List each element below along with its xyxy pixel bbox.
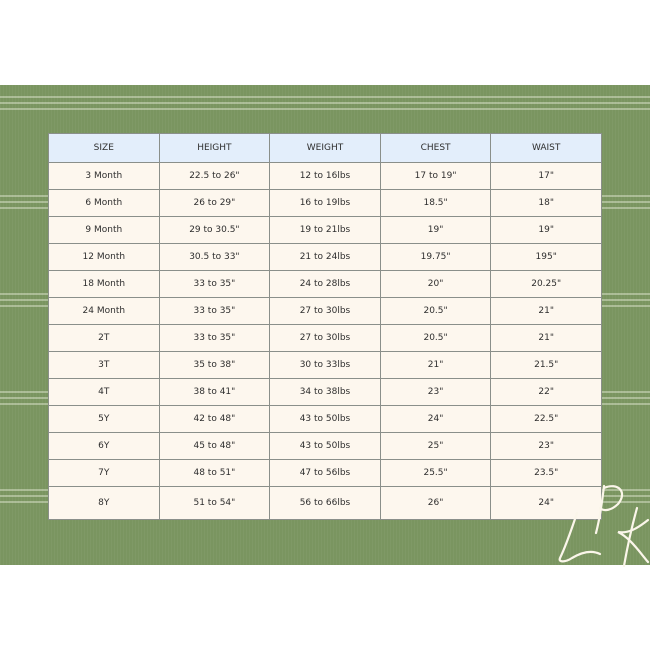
cell-weight: 43 to 50lbs <box>269 405 381 433</box>
cell-waist: 22.5" <box>490 405 602 433</box>
cell-waist: 195" <box>490 243 602 271</box>
cell-waist: 21" <box>490 324 602 352</box>
cell-chest: 21" <box>379 351 492 379</box>
cell-height: 51 to 54" <box>158 486 271 520</box>
cell-chest: 25" <box>379 432 492 460</box>
cell-weight: 34 to 38lbs <box>269 378 381 406</box>
cell-chest: 19.75" <box>379 243 492 271</box>
cell-chest: 20.5" <box>379 297 492 325</box>
cell-size: 3 Month <box>48 162 160 190</box>
cell-weight: 27 to 30lbs <box>269 324 381 352</box>
cell-waist: 21" <box>490 297 602 325</box>
table-row: 7Y 48 to 51" 47 to 56lbs 25.5" 23.5" <box>48 459 602 487</box>
cell-height: 45 to 48" <box>158 432 271 460</box>
cell-chest: 23" <box>379 378 492 406</box>
cell-height: 33 to 35" <box>158 297 271 325</box>
cell-height: 48 to 51" <box>158 459 271 487</box>
cell-height: 33 to 35" <box>158 324 271 352</box>
header-weight: WEIGHT <box>269 133 381 163</box>
header-height: HEIGHT <box>158 133 271 163</box>
cell-height: 26 to 29" <box>158 189 271 217</box>
cell-weight: 56 to 66lbs <box>269 486 381 520</box>
cell-size: 12 Month <box>48 243 160 271</box>
cell-chest: 24" <box>379 405 492 433</box>
cell-weight: 19 to 21lbs <box>269 216 381 244</box>
cell-height: 29 to 30.5" <box>158 216 271 244</box>
cell-size: 2T <box>48 324 160 352</box>
cell-height: 38 to 41" <box>158 378 271 406</box>
cell-chest: 18.5" <box>379 189 492 217</box>
cell-waist: 22" <box>490 378 602 406</box>
cell-size: 9 Month <box>48 216 160 244</box>
cell-weight: 12 to 16lbs <box>269 162 381 190</box>
cell-weight: 16 to 19lbs <box>269 189 381 217</box>
cell-chest: 25.5" <box>379 459 492 487</box>
table-row: 24 Month 33 to 35" 27 to 30lbs 20.5" 21" <box>48 297 602 325</box>
cell-height: 22.5 to 26" <box>158 162 271 190</box>
cell-size: 8Y <box>48 486 160 520</box>
cell-chest: 26" <box>379 486 492 520</box>
header-row: SIZE HEIGHT WEIGHT CHEST WAIST <box>48 133 602 163</box>
header-size: SIZE <box>48 133 160 163</box>
cell-height: 33 to 35" <box>158 270 271 298</box>
cell-size: 6 Month <box>48 189 160 217</box>
lpk-monogram-logo <box>558 484 650 568</box>
cell-height: 35 to 38" <box>158 351 271 379</box>
table-row: 9 Month 29 to 30.5" 19 to 21lbs 19" 19" <box>48 216 602 244</box>
cell-size: 6Y <box>48 432 160 460</box>
cell-waist: 24" <box>490 486 602 520</box>
cell-height: 42 to 48" <box>158 405 271 433</box>
table-row: 18 Month 33 to 35" 24 to 28lbs 20" 20.25" <box>48 270 602 298</box>
header-waist: WAIST <box>490 133 602 163</box>
table-row: 5Y 42 to 48" 43 to 50lbs 24" 22.5" <box>48 405 602 433</box>
cell-waist: 20.25" <box>490 270 602 298</box>
size-chart-table: SIZE HEIGHT WEIGHT CHEST WAIST 3 Month 22… <box>48 133 602 520</box>
table-row: 12 Month 30.5 to 33" 21 to 24lbs 19.75" 195" <box>48 243 602 271</box>
cell-size: 7Y <box>48 459 160 487</box>
cell-chest: 20" <box>379 270 492 298</box>
cell-weight: 43 to 50lbs <box>269 432 381 460</box>
cell-waist: 21.5" <box>490 351 602 379</box>
cell-size: 18 Month <box>48 270 160 298</box>
cell-size: 4T <box>48 378 160 406</box>
cell-weight: 24 to 28lbs <box>269 270 381 298</box>
cell-weight: 21 to 24lbs <box>269 243 381 271</box>
cell-waist: 23.5" <box>490 459 602 487</box>
table-row: 8Y 51 to 54" 56 to 66lbs 26" 24" <box>48 486 602 520</box>
cell-waist: 17" <box>490 162 602 190</box>
table-row: 6 Month 26 to 29" 16 to 19lbs 18.5" 18" <box>48 189 602 217</box>
cell-waist: 23" <box>490 432 602 460</box>
cell-chest: 20.5" <box>379 324 492 352</box>
table-row: 2T 33 to 35" 27 to 30lbs 20.5" 21" <box>48 324 602 352</box>
cell-chest: 19" <box>379 216 492 244</box>
header-chest: CHEST <box>379 133 492 163</box>
table-row: 3 Month 22.5 to 26" 12 to 16lbs 17 to 19" 17… <box>48 162 602 190</box>
cell-height: 30.5 to 33" <box>158 243 271 271</box>
cell-weight: 27 to 30lbs <box>269 297 381 325</box>
cell-waist: 19" <box>490 216 602 244</box>
cell-size: 3T <box>48 351 160 379</box>
table-row: 4T 38 to 41" 34 to 38lbs 23" 22" <box>48 378 602 406</box>
cell-chest: 17 to 19" <box>379 162 492 190</box>
cell-waist: 18" <box>490 189 602 217</box>
table-row: 6Y 45 to 48" 43 to 50lbs 25" 23" <box>48 432 602 460</box>
table-row: 3T 35 to 38" 30 to 33lbs 21" 21.5" <box>48 351 602 379</box>
cell-weight: 30 to 33lbs <box>269 351 381 379</box>
cell-size: 24 Month <box>48 297 160 325</box>
cell-weight: 47 to 56lbs <box>269 459 381 487</box>
cell-size: 5Y <box>48 405 160 433</box>
